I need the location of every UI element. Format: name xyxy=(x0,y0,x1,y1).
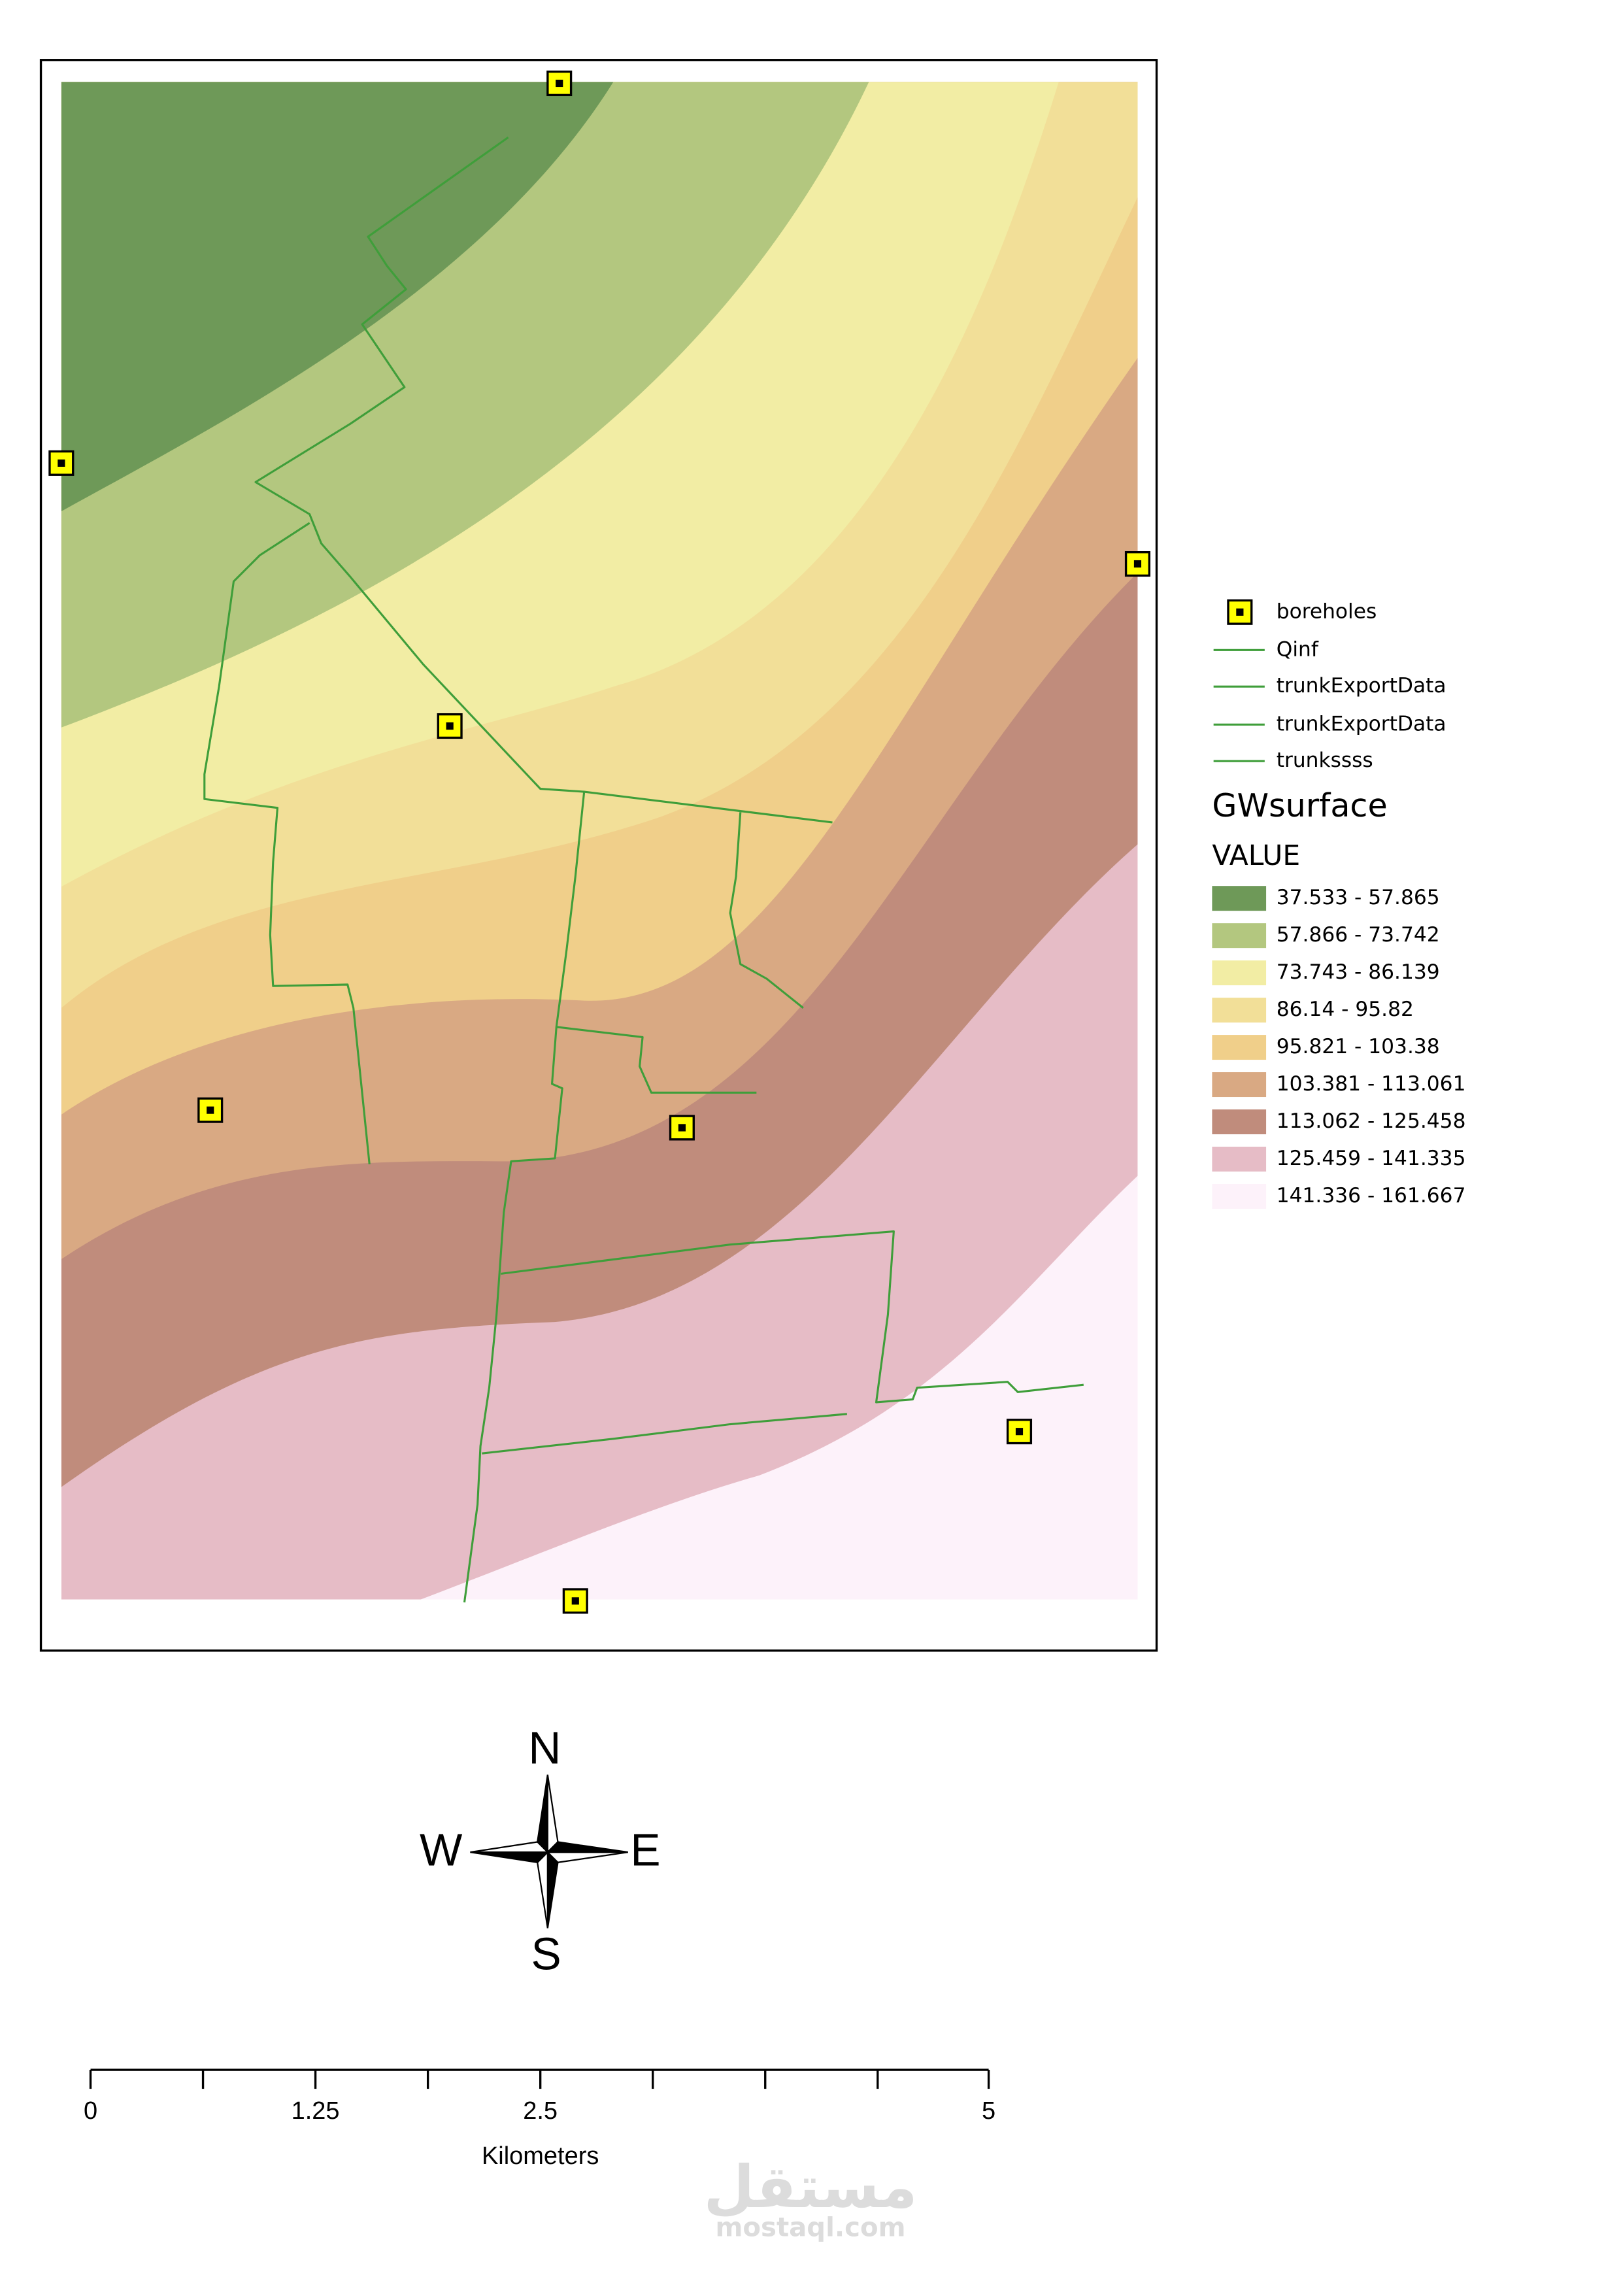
legend-class-label: 125.459 - 141.335 xyxy=(1277,1147,1466,1170)
scale-label: 2.5 xyxy=(523,2097,558,2125)
legend-class-label: 95.821 - 103.38 xyxy=(1277,1035,1440,1058)
compass-arm xyxy=(546,1850,559,1929)
pipe xyxy=(482,1413,847,1455)
watermark-arabic: مستقل xyxy=(704,2153,918,2221)
legend-swatch xyxy=(1212,886,1267,911)
legend-raster-title: GWsurface xyxy=(1212,786,1387,824)
legend-label: trunkssss xyxy=(1277,749,1373,772)
legend-class-label: 141.336 - 161.667 xyxy=(1277,1184,1466,1207)
borehole-center xyxy=(678,1124,686,1132)
legend-swatch xyxy=(1212,998,1267,1023)
scale-label: 5 xyxy=(982,2097,995,2125)
borehole-center xyxy=(1015,1428,1024,1436)
legend-swatch xyxy=(1212,923,1267,949)
legend-class-label: 57.866 - 73.742 xyxy=(1277,923,1440,947)
compass-arm xyxy=(546,1774,559,1854)
watermark-latin: mostaql.com xyxy=(716,2213,906,2243)
legend-class-label: 103.381 - 113.061 xyxy=(1277,1072,1466,1096)
legend-swatch xyxy=(1212,1183,1267,1209)
legend-swatch xyxy=(1212,1035,1267,1060)
legend: boreholes Qinf trunkExportData trunkExportD… xyxy=(1212,599,1465,1209)
pipe xyxy=(729,812,804,1009)
scale-unit: Kilometers xyxy=(482,2142,599,2170)
pipe xyxy=(203,522,371,1164)
legend-field: VALUE xyxy=(1212,840,1300,872)
borehole-center xyxy=(1133,560,1142,568)
compass-label: N xyxy=(528,1722,561,1773)
compass-label: E xyxy=(630,1825,660,1876)
legend-swatch xyxy=(1212,1147,1267,1172)
scale-label: 1.25 xyxy=(292,2097,340,2125)
compass-arm xyxy=(546,1851,628,1863)
legend-class-label: 113.062 - 125.458 xyxy=(1277,1109,1466,1133)
scale-label: 0 xyxy=(84,2097,97,2125)
compass-arm xyxy=(537,1774,548,1854)
borehole-center xyxy=(571,1597,579,1605)
legend-class-label: 86.14 - 95.82 xyxy=(1277,998,1414,1021)
borehole-center xyxy=(446,722,454,730)
legend-swatch xyxy=(1212,1072,1267,1098)
value-zone xyxy=(61,82,1138,1600)
borehole-center xyxy=(1236,608,1244,616)
borehole xyxy=(197,1097,224,1123)
pipe xyxy=(463,791,586,1603)
legend-swatch xyxy=(1212,1109,1267,1135)
legend-class-label: 37.533 - 57.865 xyxy=(1277,886,1440,909)
pipe xyxy=(254,136,833,824)
compass-arm xyxy=(470,1851,550,1863)
scale-bar xyxy=(89,2068,990,2089)
borehole-center xyxy=(207,1106,214,1114)
pipe xyxy=(556,1026,757,1094)
legend-swatch xyxy=(1212,960,1267,986)
compass-rose xyxy=(470,1774,628,1929)
borehole-layer xyxy=(48,70,1151,1614)
legend-label: boreholes xyxy=(1277,599,1377,623)
gw-raster xyxy=(61,82,1138,1600)
pipe xyxy=(501,1230,1084,1404)
compass-arm xyxy=(470,1841,550,1853)
compass-arm xyxy=(537,1850,548,1929)
legend-label: Qinf xyxy=(1277,637,1319,661)
borehole-center xyxy=(58,459,65,467)
compass-arm xyxy=(546,1841,628,1853)
pipe-network xyxy=(203,136,1084,1603)
compass-label: W xyxy=(420,1825,463,1876)
legend-label: trunkExportData xyxy=(1277,674,1446,698)
value-zone xyxy=(61,82,1138,1600)
legend-label: trunkExportData xyxy=(1277,712,1446,735)
borehole-center xyxy=(556,79,563,88)
compass-label: S xyxy=(531,1928,561,1979)
legend-class-label: 73.743 - 86.139 xyxy=(1277,960,1440,984)
